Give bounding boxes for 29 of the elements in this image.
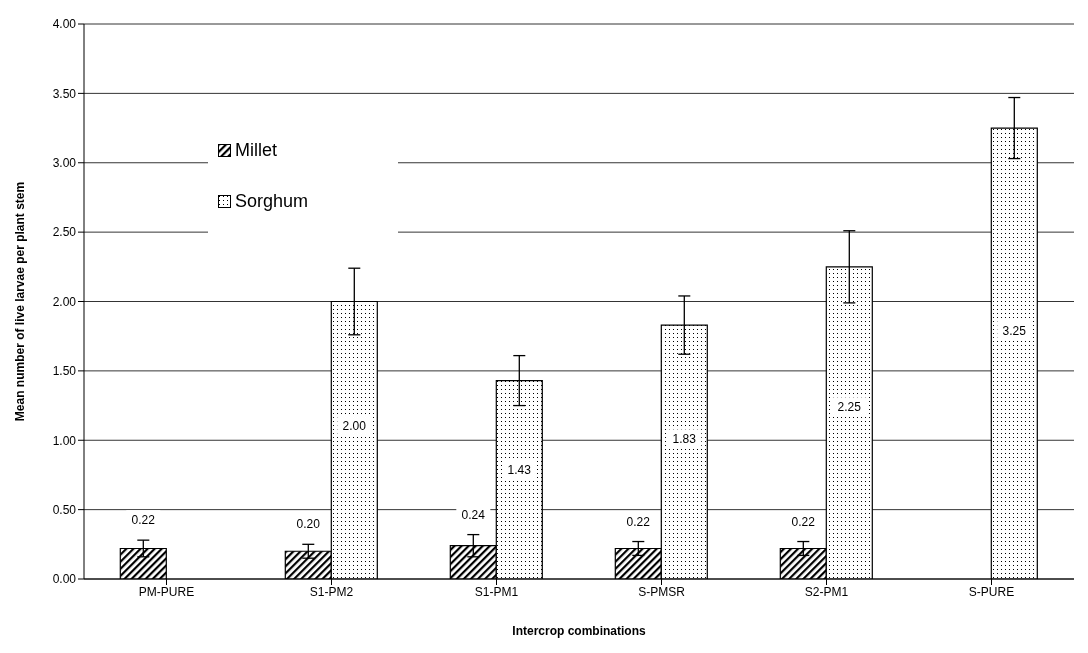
- data-label: 0.24: [461, 507, 486, 522]
- x-tick-label: S2-PM1: [804, 584, 849, 599]
- data-label: 0.20: [296, 517, 321, 532]
- y-axis-title: Mean number of live larvae per plant stem: [13, 181, 28, 422]
- data-label: 0.22: [626, 514, 651, 529]
- x-tick-label: S-PMSR: [638, 584, 686, 599]
- y-tick-label: 1.50: [52, 364, 77, 379]
- y-tick-label: 1.00: [52, 433, 77, 448]
- y-tick-label: 0.50: [52, 502, 77, 517]
- y-tick-label: 2.50: [52, 225, 77, 240]
- x-tick-label: S1-PM1: [474, 584, 519, 599]
- legend-label: Millet: [235, 140, 278, 161]
- data-label: 0.22: [791, 514, 816, 529]
- x-tick-label: S-PURE: [968, 584, 1015, 599]
- data-label: 0.22: [131, 513, 156, 528]
- x-axis-title: Intercrop combinations: [512, 624, 646, 638]
- data-label: 1.43: [507, 462, 532, 477]
- x-tick-label: PM-PURE: [138, 584, 195, 599]
- legend-label: Sorghum: [235, 191, 309, 212]
- y-tick-label: 3.00: [52, 156, 77, 171]
- data-label: 3.25: [1002, 323, 1027, 338]
- data-label: 2.25: [837, 400, 862, 415]
- y-tick-label: 3.50: [52, 86, 77, 101]
- x-tick-label: S1-PM2: [309, 584, 354, 599]
- y-tick-label: 4.00: [52, 17, 77, 32]
- data-label: 1.83: [672, 432, 697, 447]
- data-label: 2.00: [342, 419, 367, 434]
- y-tick-label: 2.00: [52, 294, 77, 309]
- y-tick-label: 0.00: [52, 572, 77, 587]
